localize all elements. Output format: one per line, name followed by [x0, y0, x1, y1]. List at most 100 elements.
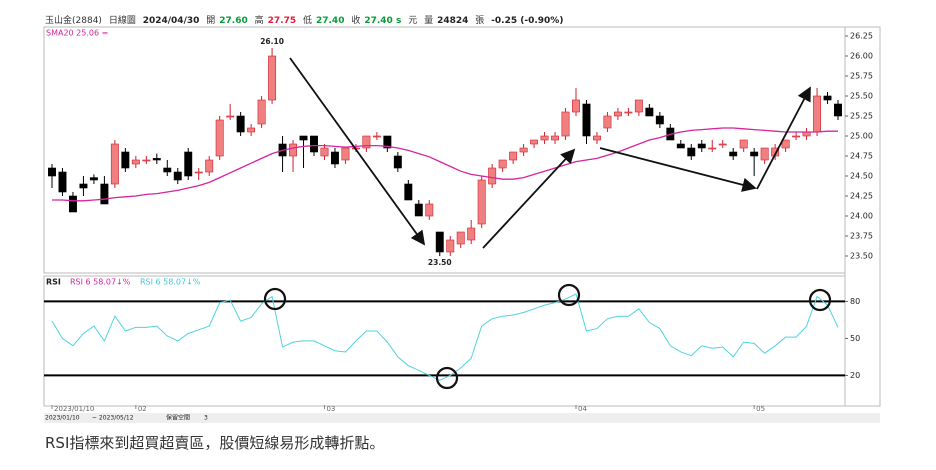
candle-body [488, 167, 497, 185]
candle-body [592, 135, 601, 141]
quote-header: 玉山金(2884) 日線圖 2024/04/30 開 27.60 高 27.75 低… [45, 13, 567, 26]
y-tick-label: 26.00 [850, 52, 873, 61]
price-panel [43, 26, 846, 274]
candle-body [341, 147, 350, 161]
candle-body [561, 111, 570, 137]
candle-body [310, 135, 318, 153]
date-to[interactable]: ~ 2023/05/12 [92, 415, 134, 422]
candle-body [467, 227, 476, 241]
volume-label: 量 [424, 16, 434, 26]
candle-body [645, 107, 654, 117]
candle-body [792, 135, 801, 138]
candle-body [425, 203, 434, 217]
date: 2024/04/30 [142, 16, 200, 26]
candle-body [718, 143, 727, 146]
y-tick-label: 24.25 [850, 192, 873, 201]
volume-unit: 張 [475, 16, 485, 26]
x-tick-label: 03 [326, 405, 335, 413]
candle-body [320, 147, 329, 157]
legend: SMA20 25.06 = [46, 29, 108, 38]
y-tick-label: 20 [850, 371, 860, 380]
rsi-line [51, 293, 839, 381]
panel-title: RSI [46, 278, 61, 287]
candle-body [215, 119, 224, 157]
x-tick-label: 2023/01/10 [54, 405, 94, 413]
price-label: 26.10 [260, 37, 284, 46]
candle-body [739, 139, 748, 149]
candle-body [152, 158, 161, 161]
candle-body [509, 151, 518, 161]
y-tick-label: 80 [850, 297, 860, 306]
low-label: 低 [302, 16, 312, 26]
candle-body [163, 167, 172, 173]
open: 27.60 [219, 16, 248, 26]
candle-body [372, 135, 381, 138]
x-tick-label: 02 [138, 405, 147, 413]
candle-body [89, 177, 98, 181]
date-from[interactable]: 2023/01/10 [45, 415, 80, 422]
circle [808, 288, 832, 312]
candle-body [226, 115, 235, 118]
candle-body [655, 115, 664, 125]
candle-body [383, 135, 392, 149]
candle-body [205, 159, 214, 173]
candle-body [131, 159, 140, 165]
close: 27.40 s [364, 16, 402, 26]
x-tick-label: 05 [756, 405, 765, 413]
y-tick-label: 24.50 [850, 172, 873, 181]
candle-body [582, 103, 591, 137]
candle-body [289, 143, 298, 157]
arrow [289, 57, 426, 246]
candle-body [572, 99, 580, 113]
candle-body [236, 115, 245, 133]
candle-body [184, 151, 193, 177]
candle-body [813, 95, 822, 133]
high: 27.75 [267, 16, 297, 26]
period: 日線圖 [108, 16, 136, 26]
candle-body [257, 99, 266, 125]
candle-body [299, 135, 308, 141]
arrow [599, 147, 757, 192]
y-tick-label: 26.25 [850, 32, 873, 41]
candle-body [551, 135, 560, 141]
caption: RSI指標來到超買超賣區，股價短線易形成轉折點。 [45, 434, 385, 452]
candle-body [729, 151, 738, 157]
candle-body [697, 143, 706, 149]
candle-body [540, 135, 549, 141]
candle-body [435, 231, 444, 253]
unit: 元 [408, 16, 418, 26]
candle-body [110, 143, 119, 185]
candle-body [393, 155, 402, 169]
symbol: 玉山金(2884) [45, 16, 102, 26]
candle-body [634, 99, 643, 113]
candle-body [750, 151, 759, 157]
price-label: 23.50 [428, 258, 452, 267]
legend: RSI 6 58.07↓% [140, 278, 201, 287]
candle-body [603, 115, 612, 129]
y-tick-label: 25.25 [850, 112, 873, 121]
space-input[interactable]: 3 [204, 415, 208, 422]
high-label: 高 [254, 16, 264, 26]
candle-body [477, 179, 486, 225]
candle-body [624, 111, 633, 114]
arrow [482, 148, 576, 249]
circle [435, 366, 459, 390]
candle-body [48, 167, 56, 177]
chart: 23.50 23.75 24.00 24.25 24.50 24.75 25.00 25.25… [43, 26, 881, 423]
candle-body [194, 171, 203, 174]
y-tick-label: 23.75 [850, 232, 873, 241]
candle-body [121, 151, 130, 169]
change: -0.25 (-0.90%) [491, 16, 564, 26]
open-label: 開 [206, 16, 216, 26]
candle-body [498, 159, 507, 169]
volume: 24824 [437, 16, 469, 26]
candle-body [68, 195, 77, 213]
control-bar [44, 413, 880, 423]
candle-body [530, 139, 539, 145]
low: 27.40 [315, 16, 345, 26]
y-tick-label: 25.75 [850, 72, 873, 81]
circle [263, 287, 287, 311]
candle-body [687, 147, 696, 157]
y-tick-label: 25.50 [850, 92, 873, 101]
